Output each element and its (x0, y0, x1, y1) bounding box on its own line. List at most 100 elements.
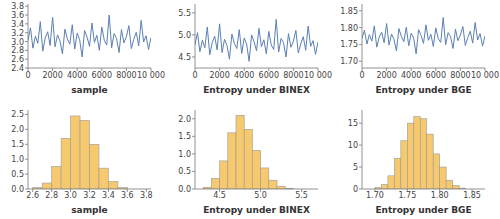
trace-line (28, 15, 151, 57)
x-tick-label: 0 (359, 71, 364, 80)
histogram-bar (261, 168, 269, 189)
x-tick-label: 4000 (234, 71, 254, 80)
histogram-bar (52, 167, 61, 189)
histogram-bar (108, 182, 117, 189)
panel: 4.55.05.50.00.51.01.52.0Entropy under BI… (178, 110, 318, 215)
y-tick-label: 0.5 (178, 167, 191, 176)
y-tick-label: 2.8 (11, 46, 24, 55)
histogram-bar (244, 129, 252, 189)
x-tick-label: 3.8 (140, 191, 153, 200)
panel: 1.701.751.801.85051015Entropy under BGE (348, 110, 485, 215)
y-tick (192, 189, 195, 190)
y-tick (359, 61, 362, 62)
y-tick-label: 10 (348, 141, 358, 150)
histogram-bar (220, 161, 228, 189)
x-tick-label: 1.75 (398, 191, 416, 200)
histogram-bar (407, 123, 413, 189)
histogram-bar (394, 158, 400, 189)
plot-area (375, 117, 466, 189)
x-axis-label: sample (71, 205, 107, 215)
y-tick (192, 118, 195, 119)
x-tick-label: 2.6 (26, 191, 39, 200)
x-tick-label: 6000 (426, 71, 446, 80)
x-tick-label: 2000 (376, 71, 396, 80)
histogram-bar (228, 133, 236, 189)
y-tick-label: 3.0 (11, 38, 24, 47)
y-tick (25, 144, 28, 145)
y-tick-label: 2.4 (11, 64, 24, 73)
histogram-bar (433, 154, 439, 189)
x-tick-label: 6000 (259, 71, 279, 80)
x-tick-label: 8000 (450, 71, 470, 80)
histogram-bar (71, 116, 80, 189)
y-tick-label: 0.0 (178, 185, 191, 194)
y-tick-label: 1.85 (340, 7, 358, 16)
x-tick-label: 10 000 (137, 71, 165, 80)
y-tick (359, 123, 362, 124)
y-tick-label: 3.8 (11, 2, 24, 11)
x-tick-label: 2.8 (45, 191, 58, 200)
y-axis (195, 110, 196, 189)
histogram-bar (414, 117, 420, 189)
y-tick-label: 4.5 (178, 53, 191, 62)
y-tick (192, 136, 195, 137)
y-tick (359, 167, 362, 168)
y-axis (362, 110, 363, 189)
histogram-bar (446, 180, 452, 189)
y-tick (359, 189, 362, 190)
histogram-bar (427, 134, 433, 189)
y-axis (362, 4, 363, 68)
x-tick-label: 5.0 (254, 191, 267, 200)
y-tick (25, 189, 28, 190)
y-tick-label: 1.5 (178, 132, 191, 141)
histogram-bar (269, 180, 277, 189)
x-axis-label: Entropy under BGE (375, 85, 471, 95)
figure: 0200040006000800010 0002.42.62.83.03.23.… (0, 0, 500, 219)
y-tick-label: 2.5 (11, 110, 24, 119)
x-tick-label: 4.5 (213, 191, 226, 200)
x-tick-label: 1.70 (366, 191, 384, 200)
y-tick (25, 23, 28, 24)
x-tick-label: 4000 (401, 71, 421, 80)
y-tick-label: 5.5 (178, 9, 191, 18)
x-axis (362, 68, 485, 69)
y-tick (25, 41, 28, 42)
panel: 0200040006000800010 0004.55.05.5Entropy … (178, 4, 332, 95)
y-axis (195, 4, 196, 68)
x-tick-label: 3.4 (102, 191, 115, 200)
plot-area (33, 116, 128, 189)
histogram-bar (381, 185, 387, 189)
x-tick-label: 3.2 (83, 191, 96, 200)
y-tick (192, 171, 195, 172)
y-tick (359, 10, 362, 11)
panel: 2.62.83.03.23.43.63.80.00.51.01.52.02.5s… (11, 110, 152, 215)
y-tick (25, 159, 28, 160)
x-tick-label: 3.0 (64, 191, 77, 200)
x-tick-label: 1.80 (431, 191, 449, 200)
y-tick (192, 153, 195, 154)
y-tick-label: 1.75 (340, 40, 358, 49)
y-axis (28, 110, 29, 189)
y-tick (25, 50, 28, 51)
histogram-bar (236, 115, 244, 189)
x-tick-label: 1.85 (463, 191, 481, 200)
y-tick-label: 3.2 (11, 29, 24, 38)
y-tick (192, 12, 195, 13)
y-tick-label: 1.70 (340, 57, 358, 66)
y-tick (192, 34, 195, 35)
y-tick (25, 68, 28, 69)
histogram-bar (90, 144, 99, 189)
y-tick (25, 129, 28, 130)
histogram-bar (420, 119, 426, 189)
x-axis-label: Entropy under BINEX (203, 205, 310, 215)
x-axis (195, 68, 318, 69)
y-tick-label: 5.0 (178, 31, 191, 40)
y-tick-label: 1.0 (11, 155, 24, 164)
y-tick-label: 3.6 (11, 11, 24, 20)
x-axis (195, 189, 318, 190)
panel: 0200040006000800010 0001.701.751.801.85E… (340, 4, 499, 95)
y-tick-label: 1.80 (340, 24, 358, 33)
x-tick-label: 0 (25, 71, 30, 80)
histogram-bar (211, 178, 219, 189)
y-tick-label: 2.6 (11, 55, 24, 64)
